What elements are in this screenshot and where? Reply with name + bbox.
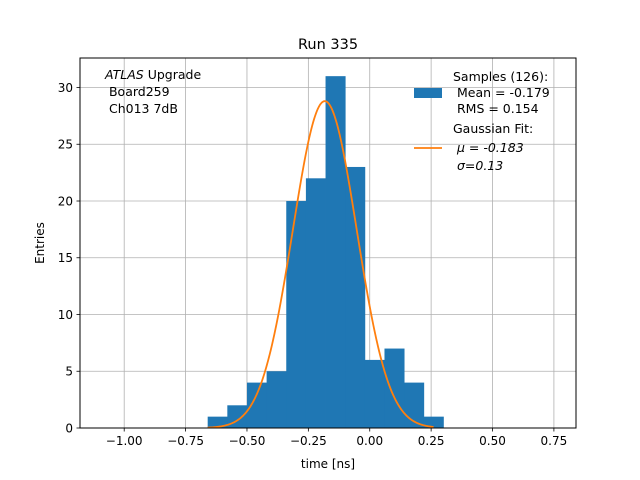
atlas-annotation: ATLAS Upgrade Board259 Ch013 7dB [104,67,201,116]
histogram-bar [423,416,444,428]
x-tick-label: −0.50 [229,434,266,448]
legend-bar-swatch [414,88,442,98]
y-tick-label: 30 [58,81,73,95]
x-tick-label: −0.75 [167,434,204,448]
histogram-bars [207,76,444,428]
x-tick-label: −1.00 [106,434,143,448]
annotation-upgrade: Upgrade [144,67,202,82]
x-axis-label: time [ns] [301,457,355,471]
x-tick-label: 0.50 [479,434,506,448]
x-tick-label: 0.25 [418,434,445,448]
y-tick-label: 25 [58,138,73,152]
legend-fit-label: Gaussian Fit: [453,121,533,136]
gaussian-fit [207,100,434,429]
plot-frame [79,57,577,429]
histogram-bar [266,371,287,428]
histogram-bar [364,359,385,428]
annotation-line-3: Ch013 7dB [105,101,178,116]
histogram-bar [207,416,228,428]
histogram-bar [286,201,307,428]
y-tick-label: 10 [58,308,73,322]
y-tick-label: 15 [58,251,73,265]
annotation-line-1: ATLAS Upgrade [104,67,201,82]
legend-samples-mean: Mean = -0.179 [453,85,550,100]
y-axis-label: Entries [33,222,47,264]
y-axis-ticks: 0 5 10 15 20 25 30 [58,81,80,435]
x-tick-label: 0.75 [541,434,568,448]
chart-title: Run 335 [298,37,358,53]
x-tick-label: 0.00 [356,434,383,448]
y-tick-label: 5 [65,365,73,379]
legend-fit-sigma: σ=0.13 [453,158,503,173]
annotation-atlas: ATLAS [104,67,144,82]
histogram-bar [325,76,346,428]
histogram-bar [404,382,425,428]
legend-samples-label: Samples (126): [453,69,548,84]
histogram-bar [345,166,366,428]
histogram-bar [305,178,326,428]
gaussian-fit-curve [207,100,434,429]
legend-samples-rms: RMS = 0.154 [453,101,539,116]
y-tick-label: 0 [65,421,73,435]
histogram-bar [384,348,405,428]
legend-fit-mu: μ = -0.183 [453,140,524,155]
annotation-line-2: Board259 [105,84,170,99]
histogram-bar [246,382,268,428]
x-tick-label: −0.25 [290,434,327,448]
y-tick-label: 20 [58,194,73,208]
legend: Samples (126): Mean = -0.179 RMS = 0.154… [414,69,550,173]
x-axis-ticks: −1.00 −0.75 −0.50 −0.25 0.00 0.25 0.50 0.75 [106,428,567,448]
